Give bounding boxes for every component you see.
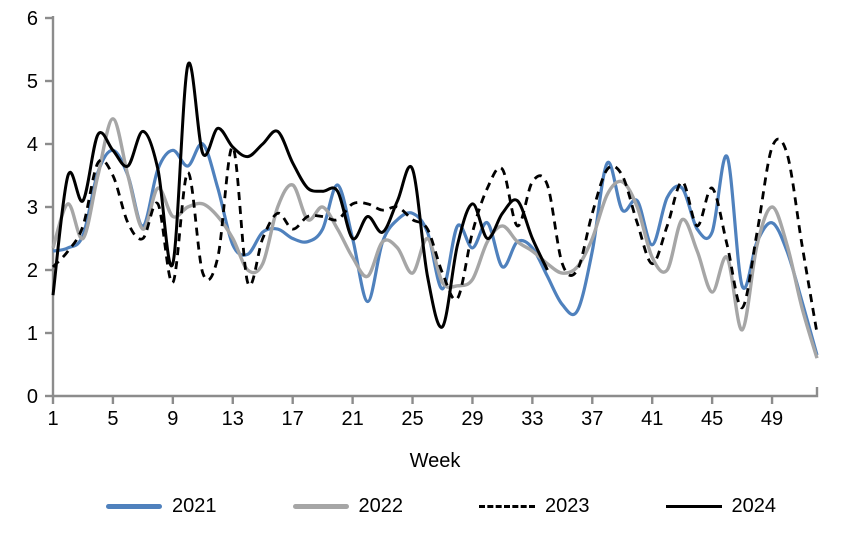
legend-line-sample-2022 bbox=[292, 503, 349, 509]
x-tick-label: 9 bbox=[167, 408, 178, 430]
x-axis-title: Week bbox=[409, 450, 461, 472]
legend-label-2022: 2022 bbox=[358, 495, 404, 517]
legend-label-2024: 2024 bbox=[731, 495, 777, 517]
series-2021-line bbox=[52, 142, 819, 356]
series-2022-line bbox=[51, 117, 819, 359]
x-tick-label: 37 bbox=[581, 408, 603, 430]
y-tick-label: 1 bbox=[27, 323, 38, 345]
x-tick-label: 45 bbox=[701, 408, 723, 430]
y-tick-label: 6 bbox=[27, 8, 38, 30]
x-tick-label: 21 bbox=[341, 408, 363, 430]
y-tick-label: 3 bbox=[27, 197, 38, 219]
y-tick-label: 2 bbox=[27, 260, 38, 282]
legend-label-2021: 2021 bbox=[172, 495, 217, 517]
x-tick-label: 25 bbox=[401, 408, 423, 430]
y-tick-label: 0 bbox=[27, 386, 38, 408]
x-tick-label: 49 bbox=[761, 408, 783, 430]
x-tick-label: 5 bbox=[107, 408, 118, 430]
legend-item-2022: 2022 bbox=[292, 495, 404, 517]
legend-item-2024: 2024 bbox=[665, 495, 777, 517]
legend-item-2023: 2023 bbox=[479, 496, 590, 516]
legend-line-sample-2024 bbox=[665, 504, 722, 508]
x-tick-label: 29 bbox=[461, 408, 483, 430]
x-tick-label: 13 bbox=[222, 408, 244, 430]
x-tick-label: 1 bbox=[47, 408, 58, 430]
legend-item-2021: 2021 bbox=[106, 496, 217, 516]
x-tick-label: 41 bbox=[641, 408, 663, 430]
legend-line-sample-2021 bbox=[106, 503, 162, 509]
series-2023-line bbox=[51, 137, 819, 334]
y-tick-label: 4 bbox=[27, 134, 38, 156]
legend-line-sample-2023 bbox=[479, 504, 535, 508]
legend: 2021 2022 2023 2024 bbox=[0, 496, 852, 516]
legend-label-2023: 2023 bbox=[545, 495, 590, 517]
x-tick-label: 17 bbox=[282, 408, 304, 430]
y-tick-label: 5 bbox=[27, 71, 38, 93]
x-tick-label: 33 bbox=[521, 408, 543, 430]
series-2024-line bbox=[51, 61, 549, 329]
